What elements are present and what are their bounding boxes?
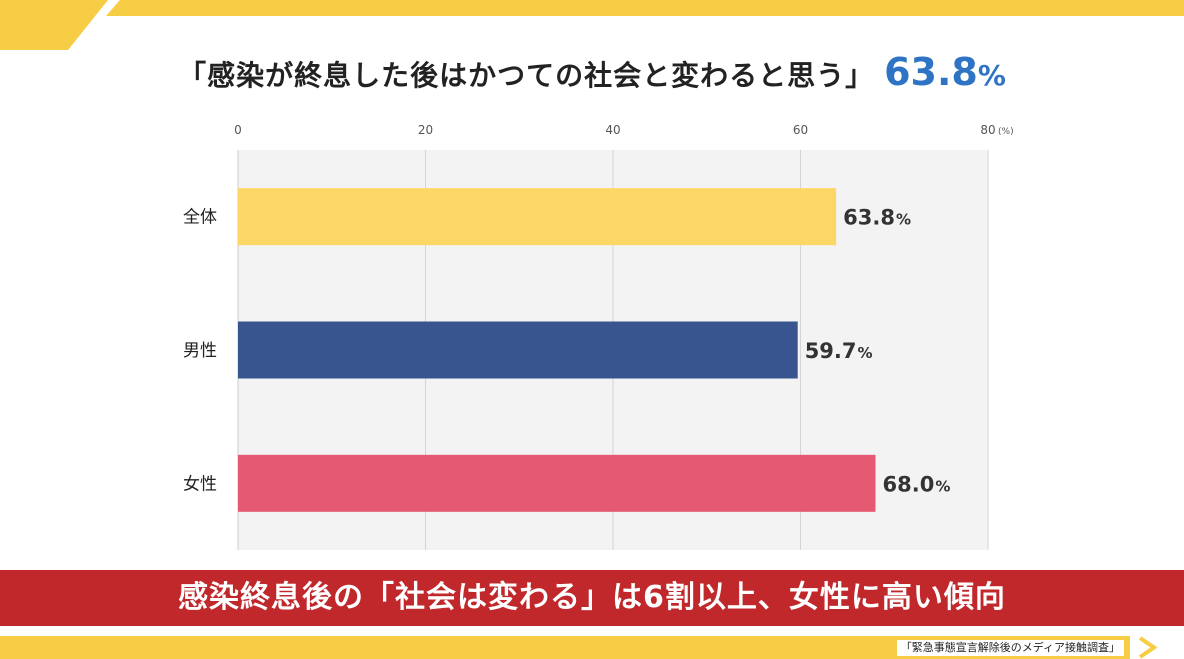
bottom-decoration-band [0, 636, 1158, 659]
x-tick-label: 60 [793, 123, 808, 137]
category-label: 女性 [183, 474, 217, 494]
value-label-2: 68.0% [883, 472, 951, 496]
x-axis-unit: (%) [998, 127, 1014, 137]
headline-text: 「感染が終息した後はかつての社会と変わると思う」 [178, 59, 875, 92]
x-axis-ticks: 0 20 40 60 80 [234, 123, 995, 137]
top-decoration-stripe [0, 0, 1184, 50]
x-tick-label: 0 [234, 123, 242, 137]
value-label-unit: % [896, 211, 911, 229]
category-label: 男性 [183, 341, 217, 361]
value-label-number: 59.7 [805, 339, 857, 363]
bar-1 [238, 321, 798, 379]
value-label-1: 59.7% [805, 339, 873, 363]
x-tick-label: 40 [605, 123, 620, 137]
headline-value: 63.8 [884, 50, 978, 94]
value-label-0: 63.8% [843, 206, 911, 230]
value-labels: 63.8%59.7%68.0% [805, 206, 951, 497]
bars [238, 188, 876, 512]
x-tick-label: 20 [418, 123, 433, 137]
headline-unit: % [977, 59, 1006, 92]
bar-2 [238, 454, 876, 512]
x-tick-label: 80 [980, 123, 995, 137]
value-label-unit: % [858, 344, 873, 362]
source-caption: 「緊急事態宣言解除後のメディア接触調査」 [896, 640, 1124, 656]
summary-banner: 感染終息後の「社会は変わる」は6割以上、女性に高い傾向 [0, 570, 1184, 626]
bar-0 [238, 188, 837, 246]
value-label-number: 68.0 [883, 472, 935, 496]
headline: 「感染が終息した後はかつての社会と変わると思う」 63.8% [0, 44, 1184, 108]
category-label: 全体 [183, 208, 217, 228]
value-label-unit: % [935, 477, 950, 495]
value-label-number: 63.8 [843, 206, 895, 230]
